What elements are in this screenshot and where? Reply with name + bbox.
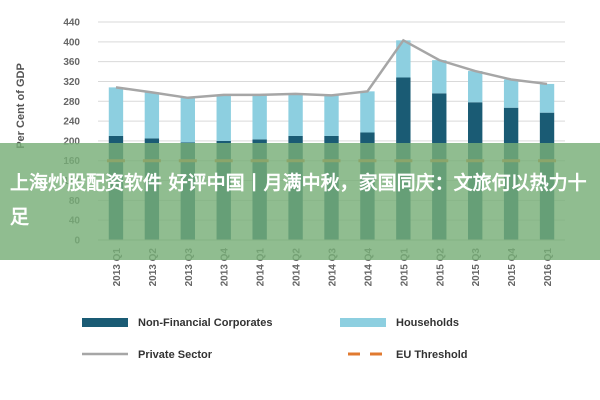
x-tick-label: 2016 Q1 [543,248,554,287]
legend-swatch [340,318,386,327]
x-tick-label: 2013 Q2 [148,248,159,287]
bar-households [108,87,124,136]
x-tick-label: 2014 Q1 [256,248,267,287]
private-sector-line [115,38,548,100]
x-tick-label: 2014 Q3 [328,248,339,287]
bar-households [324,95,339,136]
bar-households [396,40,411,78]
legend-label: Non-Financial Corporates [138,317,272,329]
legend-label: Households [396,317,459,329]
private-sector-line-path [115,38,548,100]
x-tick-label: 2014 Q2 [292,248,303,287]
x-tick-label: 2015 Q3 [471,248,482,287]
legend-label: EU Threshold [396,349,468,361]
y-tick-label: 400 [63,37,80,48]
bar-households [216,94,231,141]
x-tick-label: 2015 Q2 [435,248,446,287]
bar-households [180,97,195,143]
bar-households [252,94,267,140]
x-tick-label: 2013 Q1 [112,248,123,287]
bar-households [432,60,447,94]
x-axis: 2013 Q1 2013 Q2 2013 Q3 2013 Q4 2014 Q1 2014 … [98,239,565,287]
x-tick-label: 2015 Q1 [399,248,410,287]
bar-households [144,92,160,139]
y-tick-label: 280 [63,97,80,108]
bar-households [503,79,519,108]
bar-households [360,91,375,133]
x-tick-label: 2013 Q3 [184,248,195,287]
legend-swatch [82,318,128,327]
x-tick-label: 2014 Q4 [363,248,374,287]
x-tick-label: 2013 Q4 [220,248,231,287]
y-tick-label: 360 [63,57,80,68]
y-tick-label: 200 [63,136,80,147]
legend: Non-Financial Corporates Households Privat… [82,317,468,361]
y-tick-label: 240 [63,117,80,128]
bar-households [468,71,483,103]
bar-households [288,93,303,136]
overlay-banner-text: 上海炒股配资软件 好评中国丨月满中秋，家国同庆：文旅何以热力十足 [10,172,587,228]
bar-households [539,83,555,113]
y-tick-label: 320 [63,77,80,88]
overlay-banner [0,143,600,260]
legend-label: Private Sector [138,349,213,361]
y-axis-title: Per Cent of GDP [15,63,27,149]
y-tick-label: 440 [63,18,80,29]
x-tick-label: 2015 Q4 [507,248,518,287]
